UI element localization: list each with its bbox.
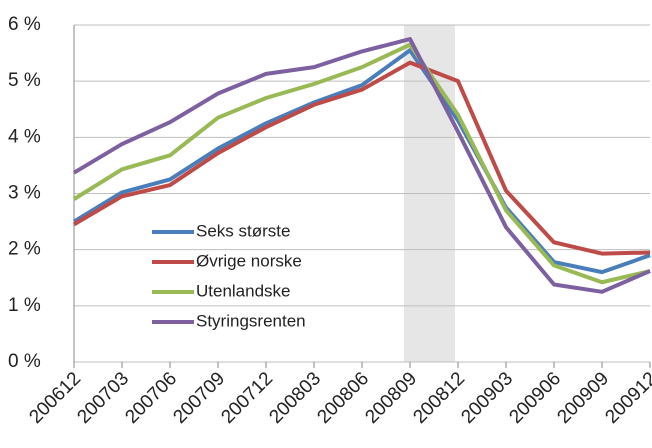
line-series [72, 48, 651, 275]
y-tick-label: 6 % [8, 14, 41, 35]
legend-label: Seks største [196, 221, 290, 240]
x-tick-label: 200906 [505, 368, 565, 428]
y-tick-label: 4 % [8, 126, 41, 147]
y-tick-label: 1 % [8, 295, 41, 316]
x-tick-label: 200809 [361, 368, 421, 428]
x-tick-label: 200812 [409, 368, 469, 428]
x-tick-label: 200806 [313, 368, 373, 428]
x-tick-label: 200706 [121, 368, 181, 428]
x-tick-label: 200909 [553, 368, 613, 428]
y-tick-label: 0 % [8, 351, 41, 372]
y-tick-label: 2 % [8, 239, 41, 260]
x-tick-label: 200912 [601, 368, 652, 428]
x-tick-label: 200709 [169, 368, 229, 428]
x-tick-label: 200703 [73, 368, 133, 428]
legend-label: Øvrige norske [196, 251, 302, 270]
line-series [72, 37, 651, 294]
y-tick-label: 3 % [8, 183, 41, 204]
legend-label: Styringsrenten [196, 311, 306, 330]
y-tick-label: 5 % [8, 70, 41, 91]
legend-label: Utenlandske [196, 281, 291, 300]
x-tick-label: 200903 [457, 368, 517, 428]
x-tick-label: 200612 [25, 368, 85, 428]
x-tick-label: 200803 [265, 368, 325, 428]
line-series [72, 60, 651, 256]
x-tick-label: 200712 [217, 368, 277, 428]
line-series [72, 42, 651, 285]
